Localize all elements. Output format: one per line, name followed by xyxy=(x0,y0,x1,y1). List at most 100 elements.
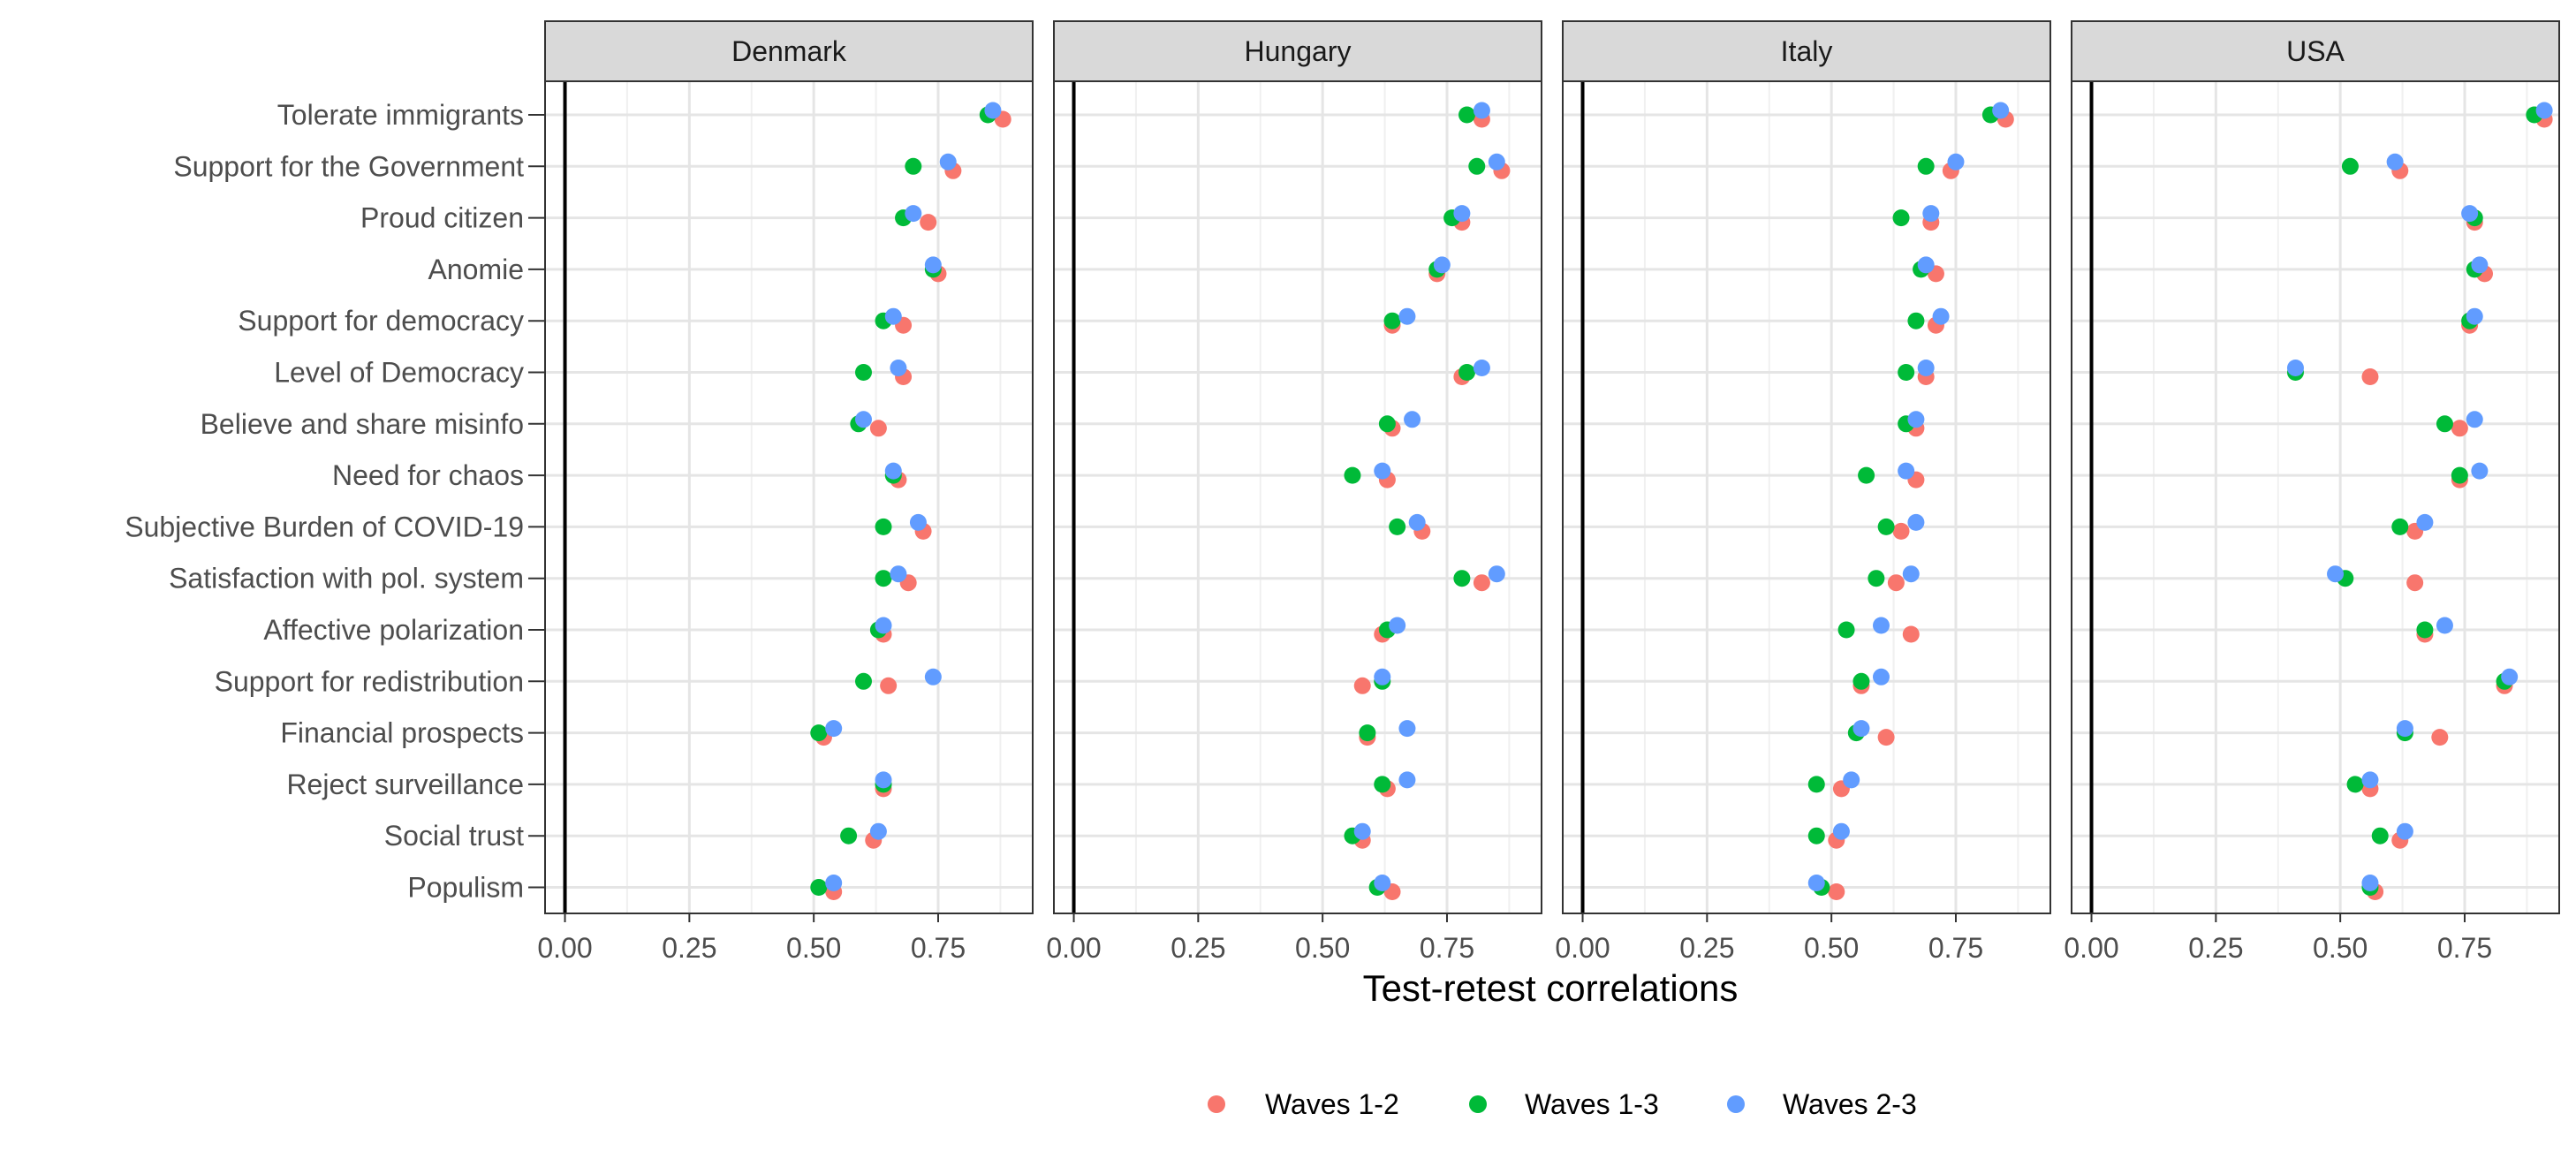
data-point xyxy=(854,672,872,690)
data-point xyxy=(1877,729,1895,746)
legend-key xyxy=(1208,1095,1225,1113)
category-label: Believe and share misinfo xyxy=(201,408,524,440)
data-point xyxy=(875,771,892,789)
data-point xyxy=(2471,462,2489,480)
data-point xyxy=(2371,827,2389,845)
data-point xyxy=(1468,157,1486,175)
legend-key xyxy=(1469,1095,1487,1113)
x-tick-label: 0.50 xyxy=(2313,932,2368,964)
data-point xyxy=(1807,875,1825,891)
legend-item: Waves 1-3 xyxy=(1469,1088,1659,1120)
legend-label: Waves 1-2 xyxy=(1265,1088,1399,1120)
data-point xyxy=(920,214,937,231)
data-point xyxy=(890,360,907,376)
data-point xyxy=(1458,364,1476,381)
category-label: Financial prospects xyxy=(280,717,524,749)
data-point xyxy=(1453,205,1471,223)
x-axis-title: Test-retest correlations xyxy=(1363,967,1739,1009)
data-point xyxy=(2406,574,2424,592)
data-point xyxy=(905,205,922,223)
category-labels: Tolerate immigrants Support for the Gover… xyxy=(125,99,545,904)
data-point xyxy=(1892,522,1910,540)
facet-strip-label: Denmark xyxy=(731,35,847,67)
data-point xyxy=(2451,420,2468,437)
data-point xyxy=(810,879,828,896)
data-point xyxy=(880,677,898,694)
data-point xyxy=(854,411,872,428)
data-point xyxy=(2416,621,2434,639)
data-point xyxy=(1453,570,1471,587)
data-point xyxy=(1389,617,1406,634)
data-point xyxy=(1433,256,1451,274)
data-point xyxy=(2327,565,2345,583)
facet-strip xyxy=(1053,20,1542,82)
legend-label: Waves 1-3 xyxy=(1525,1088,1659,1120)
category-label: Affective polarization xyxy=(263,614,524,646)
x-tick-label: 0.00 xyxy=(537,932,592,964)
data-point xyxy=(1902,625,1920,643)
category-label: Support for the Government xyxy=(173,150,524,182)
x-tick-label: 0.50 xyxy=(1804,932,1859,964)
data-point xyxy=(2436,617,2453,634)
data-point xyxy=(884,462,902,480)
data-point xyxy=(825,720,843,738)
data-point xyxy=(1458,106,1476,124)
data-point xyxy=(1852,672,1870,690)
data-point xyxy=(1383,312,1401,329)
legend-item: Waves 1-2 xyxy=(1208,1088,1399,1120)
x-tick-label: 0.75 xyxy=(1420,932,1474,964)
x-tick-label: 0.25 xyxy=(662,932,716,964)
data-point xyxy=(854,364,872,381)
category-label: Anomie xyxy=(428,254,525,285)
data-point xyxy=(924,668,942,685)
data-point xyxy=(1902,565,1920,583)
data-point xyxy=(1374,776,1391,793)
data-point xyxy=(2286,360,2304,376)
data-point xyxy=(1398,307,1416,325)
facet-panel-usa: USA 0.00 0.25 0.50 0.75 xyxy=(2064,20,2560,964)
data-point xyxy=(1932,307,1950,325)
data-point xyxy=(1858,466,1875,484)
data-point xyxy=(2451,466,2468,484)
panel-background xyxy=(1054,81,1542,913)
panel-background xyxy=(2072,81,2559,913)
x-tick-label: 0.50 xyxy=(1295,932,1350,964)
data-point xyxy=(1488,565,1505,583)
data-point xyxy=(1947,153,1965,170)
data-point xyxy=(1898,364,1915,381)
data-point xyxy=(2431,729,2449,746)
data-point xyxy=(1374,668,1391,685)
data-point xyxy=(909,513,927,531)
data-point xyxy=(1917,360,1935,376)
data-point xyxy=(1344,466,1361,484)
data-point xyxy=(2361,875,2379,891)
category-label: Satisfaction with pol. system xyxy=(169,563,524,595)
x-tick-label: 0.25 xyxy=(1679,932,1734,964)
data-point xyxy=(1868,570,1885,587)
category-label: Need for chaos xyxy=(332,459,524,491)
x-tick-label: 0.25 xyxy=(1171,932,1225,964)
data-point xyxy=(875,570,892,587)
legend-label: Waves 2-3 xyxy=(1783,1088,1917,1120)
data-point xyxy=(924,256,942,274)
data-point xyxy=(1872,617,1890,634)
data-point xyxy=(1389,518,1406,535)
facet-panels: Denmark 0.00 0.25 0.50 0.75 Hungary 0.00 0.25 0.… xyxy=(537,20,2560,964)
data-point xyxy=(2466,411,2483,428)
data-point xyxy=(1872,668,1890,685)
data-point xyxy=(1907,312,1925,329)
facet-strip xyxy=(2071,20,2560,82)
category-label: Populism xyxy=(407,872,524,904)
data-point xyxy=(884,307,902,325)
data-point xyxy=(1404,411,1421,428)
data-point xyxy=(1877,518,1895,535)
x-tick-label: 0.75 xyxy=(2437,932,2492,964)
category-label: Support for democracy xyxy=(238,305,524,337)
data-point xyxy=(1837,621,1855,639)
data-point xyxy=(1807,776,1825,793)
x-tick-label: 0.25 xyxy=(2188,932,2243,964)
category-label: Subjective Burden of COVID-19 xyxy=(125,511,524,542)
category-label: Support for redistribution xyxy=(215,665,524,697)
data-point xyxy=(875,617,892,634)
